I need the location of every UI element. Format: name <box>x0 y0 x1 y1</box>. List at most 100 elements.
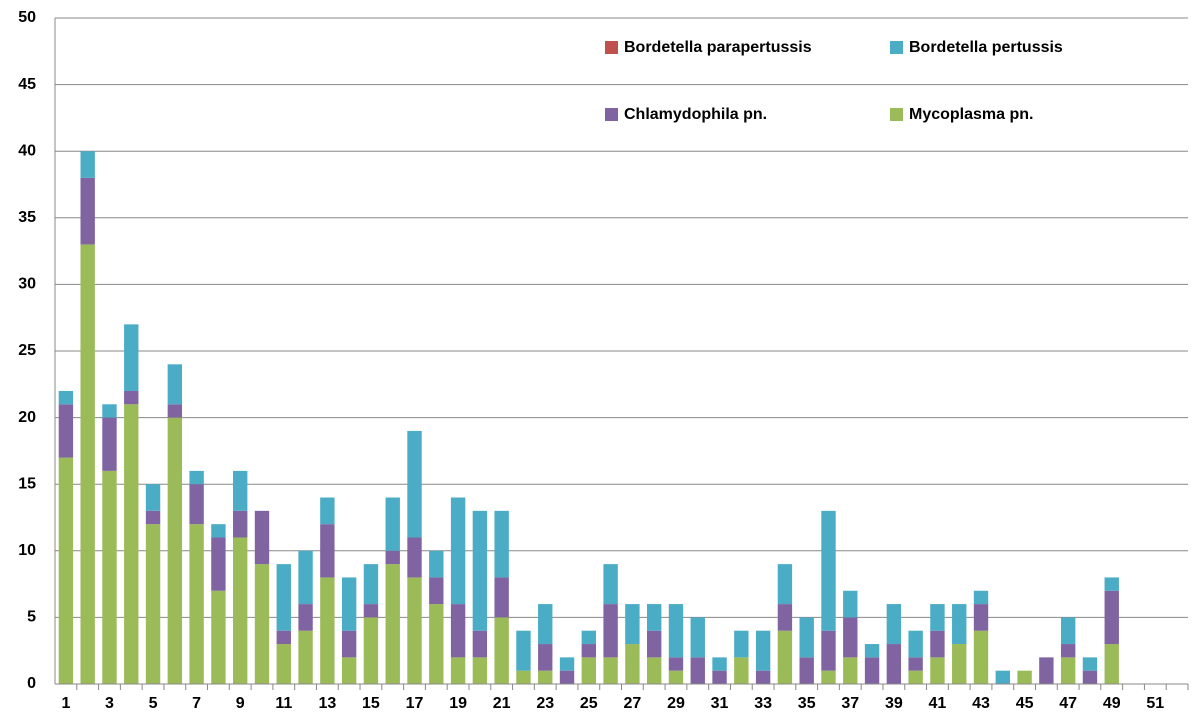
bar-segment <box>385 550 400 565</box>
bar-segment <box>450 657 466 684</box>
bar-segment <box>472 630 488 658</box>
bar-segment <box>734 657 749 684</box>
y-tick-label: 40 <box>18 142 36 159</box>
bar-segment <box>233 537 248 684</box>
bar-segment <box>58 390 74 405</box>
bar-segment <box>233 510 248 538</box>
bar-segment <box>211 537 226 591</box>
legend-label: Bordetella pertussis <box>909 39 1063 56</box>
bar-segment <box>145 524 161 684</box>
bar-segment <box>930 604 945 631</box>
bar-segment <box>1060 617 1076 645</box>
bar-segment <box>1060 657 1076 684</box>
bar-segment <box>755 670 771 684</box>
bar-segment <box>276 630 291 645</box>
bar-segment <box>538 604 553 645</box>
bar-segment <box>1104 577 1119 591</box>
x-tick-label: 51 <box>1146 695 1164 712</box>
legend-swatch <box>605 41 618 54</box>
bar-segment <box>864 657 880 684</box>
x-tick-label: 15 <box>362 695 380 712</box>
bar-segment <box>472 657 488 684</box>
bar-segment <box>254 510 270 565</box>
bar-segment <box>233 470 248 511</box>
bar-segment <box>559 657 575 671</box>
bar-segment <box>124 324 139 391</box>
bar-segment <box>363 604 379 618</box>
bar-segment <box>581 630 597 645</box>
bar-segment <box>429 604 444 684</box>
bar-segment <box>516 670 531 684</box>
bar-segment <box>450 604 466 658</box>
x-tick-label: 33 <box>754 695 772 712</box>
bar-segment <box>80 151 95 178</box>
x-tick-label: 13 <box>318 695 336 712</box>
bar-segment <box>341 657 357 684</box>
bar-segment <box>341 630 357 658</box>
bar-segment <box>429 577 444 605</box>
bar-segment <box>341 577 357 631</box>
bar-segment <box>407 537 422 578</box>
bar-segment <box>1017 670 1032 684</box>
x-tick-label: 5 <box>149 695 158 712</box>
bar-segment <box>690 617 705 658</box>
bar-segment <box>646 657 662 684</box>
bar-segment <box>777 604 793 631</box>
y-tick-label: 25 <box>18 342 36 359</box>
bar-segment <box>995 670 1010 684</box>
x-tick-label: 9 <box>236 695 245 712</box>
bar-segment <box>80 177 95 245</box>
y-tick-label: 30 <box>18 276 36 293</box>
bar-segment <box>821 670 836 684</box>
bar-segment <box>973 590 989 605</box>
bar-segment <box>407 430 422 538</box>
bar-segment <box>952 604 967 645</box>
bar-segment <box>538 670 553 684</box>
bar-segment <box>320 497 335 525</box>
bar-segment <box>690 657 705 684</box>
bar-segment <box>102 404 117 418</box>
bar-segment <box>167 417 183 684</box>
bar-segment <box>167 404 183 418</box>
bar-segment <box>777 630 793 684</box>
x-tick-label: 39 <box>885 695 903 712</box>
bar-segment <box>1104 590 1119 645</box>
x-tick-label: 31 <box>711 695 729 712</box>
bar-segment <box>124 404 139 684</box>
bar-segment <box>821 630 836 671</box>
bar-segment <box>886 604 902 645</box>
bar-segment <box>363 564 379 605</box>
bar-segment <box>167 364 183 405</box>
legend-label: Bordetella parapertussis <box>624 39 812 56</box>
x-tick-label: 43 <box>972 695 990 712</box>
bar-segment <box>973 630 989 684</box>
x-tick-label: 25 <box>580 695 598 712</box>
bar-segment <box>668 604 684 658</box>
bar-segment <box>603 604 618 658</box>
bar-segment <box>102 417 117 471</box>
legend-label: Chlamydophila pn. <box>624 106 767 123</box>
bar-segment <box>1082 657 1098 671</box>
bar-segment <box>145 484 161 511</box>
bar-segment <box>625 604 640 645</box>
bar-segment <box>603 657 618 684</box>
bar-segment <box>799 657 814 684</box>
bar-segment <box>734 630 749 658</box>
bar-segment <box>952 644 967 684</box>
bar-segment <box>581 657 597 684</box>
bar-segment <box>908 630 923 658</box>
y-tick-label: 5 <box>27 609 36 626</box>
bar-segment <box>472 510 488 631</box>
bar-segment <box>494 510 509 578</box>
y-tick-label: 10 <box>18 542 36 559</box>
legend-swatch <box>605 108 618 121</box>
bar-segment <box>58 404 74 458</box>
bar-segment <box>102 470 117 684</box>
bar-segment <box>864 644 880 658</box>
bar-segment <box>254 564 270 684</box>
bar-segment <box>843 590 858 618</box>
bar-segment <box>298 550 313 605</box>
bar-segment <box>843 657 858 684</box>
x-tick-label: 17 <box>406 695 424 712</box>
x-tick-label: 27 <box>623 695 641 712</box>
